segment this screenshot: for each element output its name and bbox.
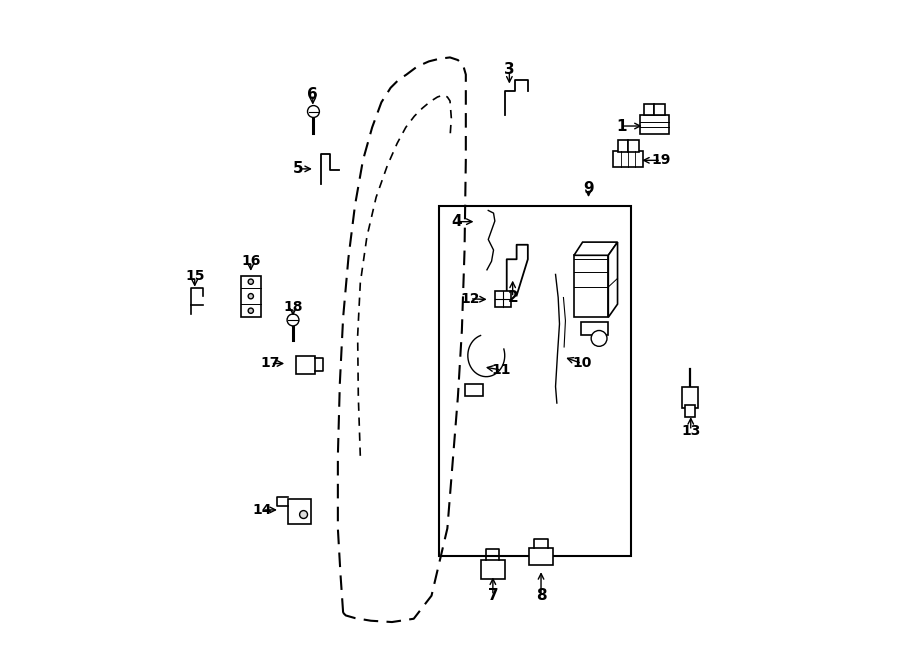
Text: 14: 14 — [252, 503, 272, 517]
Circle shape — [300, 510, 308, 518]
Text: 16: 16 — [241, 254, 260, 268]
Text: 7: 7 — [488, 588, 499, 603]
Text: 15: 15 — [185, 270, 204, 284]
Polygon shape — [574, 242, 617, 255]
Text: 2: 2 — [508, 290, 518, 305]
Bar — [682, 387, 698, 408]
Text: 17: 17 — [261, 356, 280, 370]
Bar — [617, 140, 628, 152]
Text: 8: 8 — [536, 588, 546, 603]
Bar — [613, 151, 643, 167]
Text: 19: 19 — [652, 153, 670, 167]
Bar — [439, 206, 632, 556]
Bar — [654, 104, 665, 116]
Bar — [288, 498, 311, 524]
Text: 4: 4 — [451, 214, 462, 229]
Bar — [296, 356, 315, 374]
Polygon shape — [507, 245, 527, 295]
Polygon shape — [608, 242, 617, 317]
Text: 3: 3 — [504, 62, 515, 77]
Text: 10: 10 — [572, 356, 591, 370]
Circle shape — [248, 308, 254, 313]
Polygon shape — [574, 255, 608, 317]
Bar — [644, 104, 654, 116]
Bar — [481, 560, 505, 578]
Text: 18: 18 — [284, 300, 302, 315]
Polygon shape — [506, 80, 527, 116]
Bar — [495, 291, 510, 307]
Bar — [628, 140, 639, 152]
Bar — [241, 276, 261, 317]
Bar — [529, 547, 553, 564]
Circle shape — [308, 106, 320, 118]
Polygon shape — [321, 154, 339, 184]
Text: 9: 9 — [583, 181, 594, 196]
Text: 13: 13 — [681, 424, 700, 438]
Circle shape — [591, 330, 607, 346]
Text: 11: 11 — [491, 363, 511, 377]
Bar — [581, 322, 608, 335]
Bar — [464, 384, 483, 396]
Circle shape — [287, 314, 299, 326]
Bar — [686, 405, 695, 417]
Circle shape — [248, 293, 254, 299]
Text: 5: 5 — [293, 161, 303, 176]
Bar — [640, 116, 670, 134]
Text: 1: 1 — [616, 118, 626, 134]
Text: 6: 6 — [308, 87, 319, 102]
Circle shape — [248, 279, 254, 284]
Text: 12: 12 — [460, 292, 480, 306]
